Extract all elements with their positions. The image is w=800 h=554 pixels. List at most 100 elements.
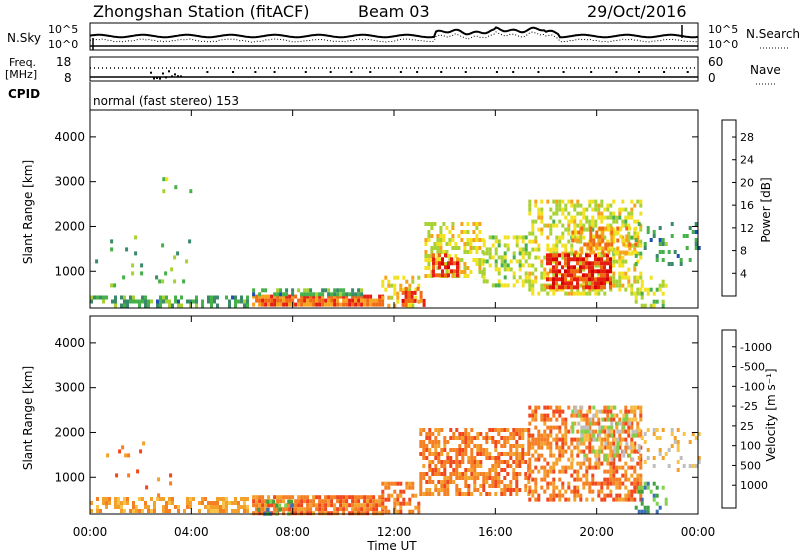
data-cell — [512, 235, 516, 240]
data-cell — [139, 449, 143, 454]
data-cell — [384, 275, 388, 280]
data-cell — [534, 219, 538, 224]
data-cell — [521, 436, 525, 440]
data-cell — [464, 428, 468, 432]
data-cell — [558, 497, 562, 502]
data-cell — [597, 261, 600, 266]
nave-dot — [304, 71, 307, 73]
data-cell — [612, 433, 616, 438]
data-cell — [327, 302, 331, 307]
data-cell — [552, 271, 556, 276]
data-cell — [454, 274, 458, 278]
data-cell — [595, 453, 599, 458]
power-heatmap — [90, 177, 701, 308]
data-cell — [652, 432, 656, 436]
data-cell — [597, 269, 600, 274]
data-cell — [564, 469, 568, 474]
data-cell — [404, 302, 408, 307]
data-cell — [579, 259, 583, 264]
data-cell — [592, 433, 596, 438]
data-cell — [402, 497, 406, 502]
data-cell — [369, 503, 373, 508]
data-cell — [588, 461, 592, 466]
data-cell — [452, 432, 456, 436]
data-cell — [273, 292, 277, 297]
data-cell — [618, 255, 622, 260]
data-cell — [646, 291, 650, 296]
data-cell — [434, 436, 438, 440]
data-cell — [694, 246, 698, 250]
data-cell — [549, 247, 553, 252]
data-cell — [234, 299, 237, 304]
data-cell — [600, 489, 604, 494]
data-cell — [576, 223, 580, 228]
data-cell — [558, 405, 562, 410]
data-cell — [521, 235, 525, 240]
data-cell — [624, 437, 628, 442]
data-cell — [287, 499, 291, 504]
data-cell — [639, 461, 643, 466]
data-cell — [434, 452, 438, 456]
data-cell — [561, 251, 565, 256]
data-cell — [612, 259, 616, 264]
data-cell — [594, 481, 598, 486]
data-cell — [543, 477, 547, 482]
data-cell — [424, 238, 428, 242]
data-cell — [580, 425, 584, 430]
data-cell — [591, 261, 594, 266]
data-cell — [434, 468, 438, 472]
data-cell — [524, 472, 528, 476]
data-cell — [524, 476, 528, 480]
data-cell — [472, 238, 476, 242]
data-cell — [424, 250, 428, 254]
data-cell — [621, 271, 625, 276]
data-cell — [573, 445, 577, 450]
data-cell — [384, 497, 388, 502]
data-cell — [428, 440, 432, 444]
data-cell — [537, 457, 541, 462]
data-cell — [546, 441, 550, 446]
x-tick-label: 00:00 — [681, 525, 716, 539]
data-cell — [549, 253, 552, 258]
data-cell — [419, 428, 423, 432]
data-cell — [594, 269, 597, 274]
data-cell — [451, 238, 455, 242]
data-cell — [612, 247, 616, 252]
data-cell — [363, 499, 367, 504]
data-cell — [458, 448, 462, 452]
data-cell — [351, 507, 355, 512]
data-cell — [473, 460, 477, 464]
data-cell — [609, 481, 613, 486]
data-cell — [261, 499, 265, 504]
data-cell — [164, 271, 168, 276]
data-cell — [567, 481, 571, 486]
data-cell — [621, 473, 625, 478]
data-cell — [594, 281, 597, 286]
data-cell — [327, 298, 331, 303]
data-cell — [621, 263, 625, 268]
data-cell — [555, 261, 558, 266]
data-cell — [601, 226, 605, 231]
data-cell — [431, 440, 435, 444]
colorbar-tick-label: -500 — [740, 361, 765, 374]
data-cell — [327, 499, 331, 504]
data-cell — [624, 405, 628, 410]
data-cell — [652, 303, 656, 308]
data-cell — [165, 295, 168, 300]
data-cell — [528, 199, 532, 204]
data-cell — [123, 509, 126, 513]
data-cell — [427, 230, 431, 234]
data-cell — [478, 266, 482, 270]
data-cell — [540, 433, 544, 438]
data-cell — [673, 440, 677, 444]
data-cell — [159, 295, 162, 300]
data-cell — [126, 303, 129, 308]
data-cell — [534, 247, 538, 252]
data-cell — [506, 460, 510, 464]
data-cell — [567, 253, 570, 258]
data-cell — [661, 250, 665, 254]
data-cell — [454, 254, 458, 258]
data-cell — [132, 299, 135, 304]
